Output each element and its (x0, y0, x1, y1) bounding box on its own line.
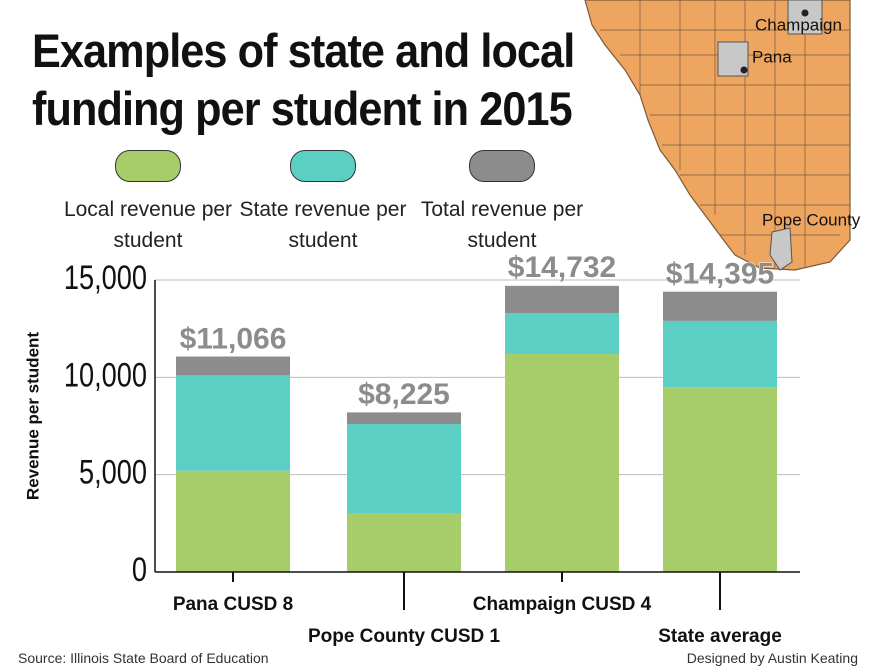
bar-segment (176, 356, 290, 376)
bar-segment (347, 424, 461, 514)
legend-swatch (115, 150, 181, 182)
map-label: Pana (752, 47, 792, 66)
legend-item: Local revenue per student (63, 150, 233, 256)
source: Source: Illinois State Board of Educatio… (18, 650, 269, 666)
x-tick-label: Pana CUSD 8 (173, 594, 293, 615)
y-tick-label: 15,000 (64, 258, 147, 297)
x-tick-label: Pope County CUSD 1 (308, 626, 501, 647)
y-axis-label: Revenue per student (23, 332, 42, 500)
bar-segment (663, 320, 777, 388)
map-label: Pope County (762, 210, 861, 229)
map-county-champaign (787, 0, 823, 35)
bar-segment (663, 291, 777, 321)
x-tick-label: State average (658, 626, 782, 647)
bar-segment (505, 285, 619, 314)
bar-segment (505, 353, 619, 572)
y-tick-label: 10,000 (64, 355, 147, 394)
total-label: $8,225 (358, 378, 450, 411)
legend-item: State revenue per student (238, 150, 408, 256)
legend-swatch (290, 150, 356, 182)
y-tick-label: 5,000 (79, 453, 147, 492)
legend-item: Total revenue per student (417, 150, 587, 256)
total-label: $11,066 (180, 323, 287, 356)
map-dot (801, 9, 809, 17)
title: Examples of state and local funding per … (32, 24, 575, 135)
map-county-pope (769, 227, 793, 271)
bar-segment (176, 470, 290, 572)
legend-label: Total revenue per student (420, 198, 584, 252)
bar-segment (505, 313, 619, 354)
credit: Designed by Austin Keating (686, 650, 858, 666)
map: Champaign Pana Pope County (584, 0, 861, 271)
total-label: $14,732 (508, 251, 616, 284)
plot: 0 5,000 10,000 15,000 $11,066 Pana CUSD 8 $8,2… (64, 251, 800, 647)
total-label: $14,395 (666, 258, 774, 291)
legend-label: State revenue per student (239, 198, 407, 252)
bar-segment (176, 375, 290, 471)
y-tick-label: 0 (132, 550, 147, 589)
map-label: Champaign (755, 15, 842, 34)
legend-swatch (469, 150, 535, 182)
bar-segment (347, 513, 461, 572)
bar-segment (347, 412, 461, 425)
bar-segment (663, 387, 777, 572)
map-state (584, 0, 851, 271)
x-tick-label: Champaign CUSD 4 (473, 594, 652, 615)
legend-label: Local revenue per student (63, 198, 233, 252)
map-dot (740, 66, 748, 74)
